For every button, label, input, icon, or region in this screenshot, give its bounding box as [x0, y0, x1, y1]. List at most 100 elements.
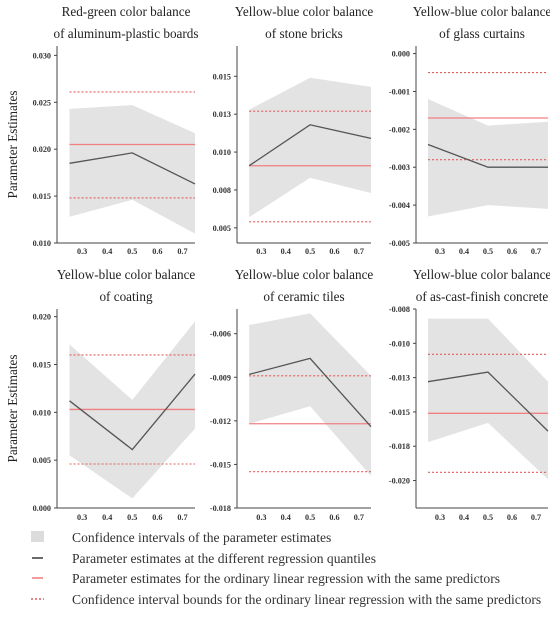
confidence-band	[249, 77, 371, 218]
y-tick-label: -0.015	[210, 460, 231, 469]
legend-item-ols-ci: Confidence interval bounds for the ordin…	[30, 589, 545, 610]
chart-title: Yellow-blue color balance	[413, 4, 550, 19]
chart-title: Yellow-blue color balance	[57, 267, 196, 282]
x-tick-label: 0.5	[305, 513, 315, 522]
y-tick-label: 0.005	[33, 456, 51, 465]
x-tick-label: 0.6	[152, 247, 162, 256]
y-tick-label: -0.001	[389, 87, 410, 96]
y-tick-label: 0.000	[392, 50, 410, 59]
x-tick-label: 0.3	[256, 247, 266, 256]
y-tick-label: 0.020	[33, 313, 51, 322]
y-tick-label: 0.015	[33, 360, 51, 369]
y-tick-label: 0.025	[33, 98, 51, 107]
x-tick-label: 0.5	[127, 513, 137, 522]
y-tick-label: -0.015	[389, 408, 410, 417]
confidence-band	[428, 318, 548, 480]
chart-panel-6: Yellow-blue color balance of as-cast-fini…	[389, 267, 550, 522]
red-line-icon	[32, 577, 43, 579]
y-axis-label: Parameter Estimates	[5, 90, 20, 198]
y-tick-label: 0.015	[213, 72, 231, 81]
chart-panel-5: Yellow-blue color balance of ceramic tile…	[210, 267, 374, 522]
y-tick-label: 0.010	[33, 239, 51, 248]
y-tick-label: -0.013	[389, 374, 410, 383]
quantile-estimate-line	[248, 124, 372, 167]
x-tick-label: 0.6	[507, 513, 517, 522]
legend-item-quantile-estimates: Parameter estimates at the different reg…	[30, 548, 545, 569]
y-tick-label: -0.004	[389, 201, 410, 210]
legend-item-confidence-band: Confidence intervals of the parameter es…	[30, 527, 545, 548]
x-tick-label: 0.6	[329, 247, 339, 256]
y-tick-label: 0.000	[33, 504, 51, 513]
band-swatch-icon	[31, 531, 44, 542]
chart-title: Yellow-blue color balance	[235, 267, 374, 282]
y-tick-label: -0.018	[389, 442, 410, 451]
quantile-estimate-line	[427, 143, 548, 168]
x-tick-label: 0.5	[483, 513, 493, 522]
y-tick-label: 0.010	[33, 408, 51, 417]
quantile-estimate-line	[69, 373, 196, 451]
legend-label: Parameter estimates for the ordinary lin…	[72, 571, 501, 586]
x-tick-label: 0.7	[354, 247, 364, 256]
chart-title: of aluminum-plastic boards	[53, 26, 198, 41]
x-tick-label: 0.6	[507, 247, 517, 256]
legend-label: Parameter estimates at the different reg…	[72, 550, 376, 566]
x-tick-label: 0.6	[329, 513, 339, 522]
chart-title: Yellow-blue color balance	[235, 4, 374, 19]
y-tick-label: -0.002	[389, 125, 410, 134]
x-tick-label: 0.5	[483, 247, 493, 256]
y-tick-label: -0.006	[210, 330, 231, 339]
x-tick-label: 0.5	[127, 247, 137, 256]
dark-line-icon	[32, 556, 43, 559]
confidence-band	[428, 99, 548, 217]
x-tick-label: 0.7	[177, 247, 187, 256]
y-axis-label: Parameter Estimates	[5, 354, 20, 462]
y-tick-label: 0.015	[33, 192, 51, 201]
quantile-estimate-line	[427, 371, 549, 432]
chart-panel-1: Red-green color balance of aluminum-plast…	[5, 4, 199, 256]
figure-canvas: Red-green color balance of aluminum-plast…	[5, 4, 550, 522]
y-tick-label: -0.012	[210, 417, 231, 426]
x-tick-label: 0.4	[459, 513, 469, 522]
x-tick-label: 0.3	[256, 513, 266, 522]
chart-title: of glass curtains	[439, 26, 525, 41]
quantile-estimate-line	[69, 152, 196, 185]
x-tick-label: 0.4	[281, 513, 291, 522]
x-tick-label: 0.4	[459, 247, 469, 256]
x-tick-label: 0.3	[77, 513, 87, 522]
chart-panel-4: Yellow-blue color balance of coating 0.000…	[5, 267, 196, 522]
y-tick-label: 0.010	[213, 148, 231, 157]
y-tick-label: -0.020	[389, 477, 410, 486]
red-dotted-line-icon	[31, 597, 44, 600]
x-tick-label: 0.7	[531, 513, 541, 522]
y-tick-label: 0.013	[213, 110, 231, 119]
chart-panel-3: Yellow-blue color balance of glass curtai…	[389, 4, 550, 256]
confidence-band	[249, 313, 371, 476]
y-tick-label: -0.018	[210, 504, 231, 513]
x-tick-label: 0.4	[102, 247, 112, 256]
legend-item-ols-estimate: Parameter estimates for the ordinary lin…	[30, 568, 545, 589]
y-tick-label: -0.009	[210, 373, 231, 382]
confidence-band	[69, 105, 195, 234]
x-tick-label: 0.3	[435, 513, 445, 522]
x-tick-label: 0.3	[77, 247, 87, 256]
x-tick-label: 0.5	[305, 247, 315, 256]
chart-title: of ceramic tiles	[263, 289, 344, 304]
y-tick-label: -0.008	[389, 305, 410, 314]
y-tick-label: 0.005	[213, 224, 231, 233]
legend-label: Confidence intervals of the parameter es…	[72, 530, 332, 545]
legend: Confidence intervals of the parameter es…	[30, 527, 545, 609]
y-tick-label: -0.003	[389, 163, 410, 172]
chart-title: of as-cast-finish concrete	[416, 289, 549, 304]
y-tick-label: 0.008	[213, 186, 231, 195]
y-tick-label: -0.005	[389, 239, 410, 248]
chart-title: of stone bricks	[265, 26, 343, 41]
x-tick-label: 0.6	[152, 513, 162, 522]
x-tick-label: 0.7	[531, 247, 541, 256]
chart-title: Red-green color balance	[62, 4, 191, 19]
legend-label: Confidence interval bounds for the ordin…	[72, 591, 542, 607]
x-tick-label: 0.4	[102, 513, 112, 522]
x-tick-label: 0.7	[177, 513, 187, 522]
y-tick-label: -0.010	[389, 339, 410, 348]
chart-panel-2: Yellow-blue color balance of stone bricks…	[213, 4, 374, 256]
x-tick-label: 0.4	[281, 247, 291, 256]
